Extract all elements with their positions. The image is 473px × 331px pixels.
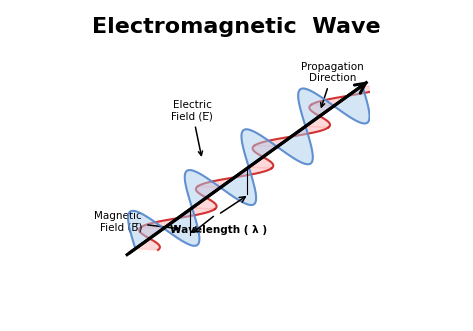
Polygon shape — [311, 86, 385, 106]
Polygon shape — [298, 88, 334, 126]
Polygon shape — [220, 166, 256, 205]
Polygon shape — [334, 86, 369, 123]
Polygon shape — [192, 186, 220, 209]
Polygon shape — [242, 129, 278, 167]
Polygon shape — [277, 125, 313, 164]
Polygon shape — [185, 170, 221, 208]
Text: Wavelength ( λ ): Wavelength ( λ ) — [170, 225, 267, 235]
Text: Electric
Field (E̅): Electric Field (E̅) — [171, 100, 213, 156]
Polygon shape — [254, 126, 328, 147]
Polygon shape — [141, 208, 215, 228]
Text: Propagation
Direction: Propagation Direction — [301, 62, 364, 107]
Polygon shape — [164, 208, 200, 246]
Text: Electromagnetic  Wave: Electromagnetic Wave — [92, 17, 381, 36]
Polygon shape — [306, 105, 334, 127]
Polygon shape — [135, 227, 164, 250]
Polygon shape — [128, 211, 164, 249]
Polygon shape — [249, 145, 277, 168]
Text: Magnetic
Field (B̅): Magnetic Field (B̅) — [95, 211, 178, 232]
Polygon shape — [198, 167, 272, 187]
